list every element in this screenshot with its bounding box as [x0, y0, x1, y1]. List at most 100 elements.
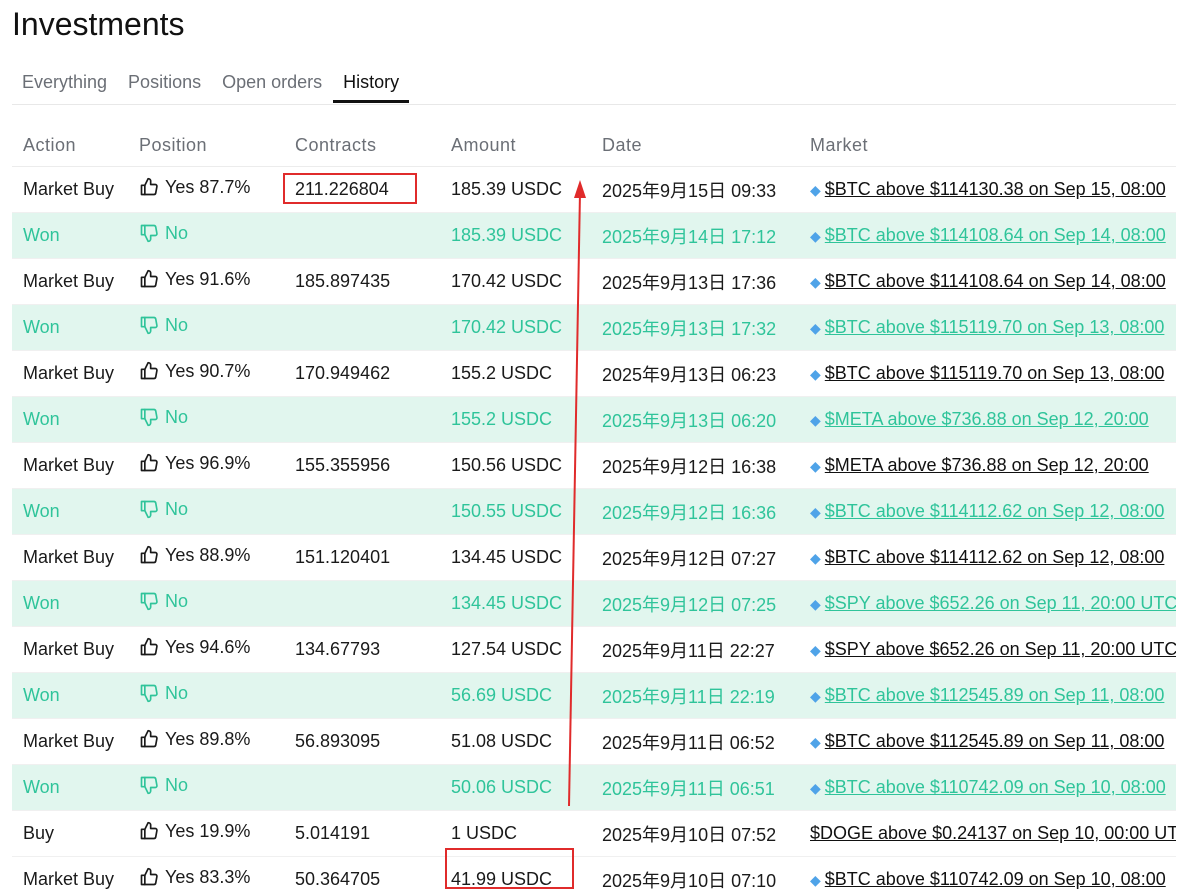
- market-cell: ◆ $BTC above $112545.89 on Sep 11, 08:00: [799, 718, 1176, 765]
- market-link[interactable]: ◆ $BTC above $115119.70 on Sep 13, 08:00: [810, 363, 1164, 383]
- table-row: Market Buy Yes 83.3% 50.364705 41.99 USDC 20…: [12, 856, 1176, 892]
- market-cell: ◆ $BTC above $114108.64 on Sep 14, 08:00: [799, 212, 1176, 259]
- column-header-amount: Amount: [440, 124, 591, 167]
- amount-cell: 50.06 USDC: [440, 764, 591, 811]
- action-cell: Won: [12, 672, 128, 719]
- date-cell: 2025年9月12日 07:27: [591, 534, 799, 581]
- amount-cell: 155.2 USDC: [440, 396, 591, 443]
- market-link[interactable]: ◆ $BTC above $112545.89 on Sep 11, 08:00: [810, 685, 1164, 705]
- position-cell: Yes 90.7%: [128, 350, 284, 397]
- position-cell: No: [128, 304, 284, 351]
- market-label: $BTC above $115119.70 on Sep 13, 08:00: [824, 317, 1165, 337]
- market-link[interactable]: ◆ $BTC above $110742.09 on Sep 10, 08:00: [810, 777, 1166, 797]
- market-link[interactable]: ◆ $META above $736.88 on Sep 12, 20:00: [810, 409, 1149, 429]
- table-row: Won No 56.69 USDC 2025年9月11日 22:19 ◆ $BTC abo…: [12, 672, 1176, 719]
- market-link[interactable]: ◆ $BTC above $112545.89 on Sep 11, 08:00: [810, 731, 1164, 751]
- tab-everything[interactable]: Everything: [22, 72, 108, 92]
- position-label: Yes 89.8%: [165, 728, 251, 749]
- market-cell: ◆ $BTC above $114108.64 on Sep 14, 08:00: [799, 258, 1176, 305]
- position-label: No: [165, 222, 189, 243]
- diamond-icon: ◆: [810, 734, 821, 750]
- date-cell: 2025年9月15日 09:33: [591, 166, 799, 213]
- position-label: Yes 19.9%: [165, 820, 251, 841]
- action-cell: Won: [12, 212, 128, 259]
- action-cell: Won: [12, 764, 128, 811]
- thumbs-up-icon: [139, 729, 159, 749]
- column-header-action: Action: [12, 124, 128, 167]
- tab-history[interactable]: History: [333, 66, 410, 103]
- thumbs-up-icon: [139, 269, 159, 289]
- thumbs-up-icon: [139, 821, 159, 841]
- market-link[interactable]: ◆ $BTC above $110742.09 on Sep 10, 08:00: [810, 869, 1166, 889]
- market-cell: $DOGE above $0.24137 on Sep 10, 00:00 UT…: [799, 810, 1176, 857]
- diamond-icon: ◆: [810, 504, 821, 520]
- position-label: No: [165, 682, 189, 703]
- market-label: $BTC above $112545.89 on Sep 11, 08:00: [824, 731, 1165, 751]
- position-cell: Yes 83.3%: [128, 856, 284, 892]
- diamond-icon: ◆: [810, 642, 821, 658]
- market-link[interactable]: ◆ $META above $736.88 on Sep 12, 20:00: [810, 455, 1149, 475]
- position-cell: No: [128, 672, 284, 719]
- amount-cell: 170.42 USDC: [440, 304, 591, 351]
- tab-positions[interactable]: Positions: [128, 72, 202, 92]
- table-header-row: Action Position Contracts Amount Date Ma…: [12, 124, 1176, 167]
- contracts-cell: 50.364705: [284, 856, 440, 892]
- tab-open-orders[interactable]: Open orders: [222, 72, 323, 92]
- position-cell: Yes 88.9%: [128, 534, 284, 581]
- table-row: Market Buy Yes 96.9% 155.355956 150.56 USDC…: [12, 442, 1176, 489]
- market-link[interactable]: ◆ $BTC above $114130.38 on Sep 15, 08:00: [810, 179, 1166, 199]
- market-link[interactable]: ◆ $BTC above $114112.62 on Sep 12, 08:00: [810, 501, 1164, 521]
- thumbs-down-icon: [139, 499, 159, 519]
- tab-bar: Everything Positions Open orders History: [12, 66, 1176, 105]
- market-label: $SPY above $652.26 on Sep 11, 20:00 UTC: [824, 639, 1176, 659]
- position-label: No: [165, 590, 189, 611]
- amount-cell: 185.39 USDC: [440, 212, 591, 259]
- table-row: Market Buy Yes 89.8% 56.893095 51.08 USDC 20…: [12, 718, 1176, 765]
- amount-cell: 150.55 USDC: [440, 488, 591, 535]
- date-cell: 2025年9月13日 17:36: [591, 258, 799, 305]
- position-label: Yes 91.6%: [165, 268, 251, 289]
- action-cell: Won: [12, 580, 128, 627]
- position-cell: No: [128, 580, 284, 627]
- date-cell: 2025年9月11日 22:19: [591, 672, 799, 719]
- market-link[interactable]: ◆ $BTC above $114108.64 on Sep 14, 08:00: [810, 271, 1166, 291]
- market-cell: ◆ $BTC above $110742.09 on Sep 10, 08:00: [799, 764, 1176, 811]
- history-table-container: Action Position Contracts Amount Date Ma…: [12, 124, 1176, 892]
- market-link[interactable]: $DOGE above $0.24137 on Sep 10, 00:00 UT…: [810, 823, 1176, 843]
- action-cell: Market Buy: [12, 534, 128, 581]
- thumbs-down-icon: [139, 315, 159, 335]
- market-cell: ◆ $BTC above $115119.70 on Sep 13, 08:00: [799, 350, 1176, 397]
- market-cell: ◆ $BTC above $114112.62 on Sep 12, 08:00: [799, 488, 1176, 535]
- market-link[interactable]: ◆ $BTC above $114108.64 on Sep 14, 08:00: [810, 225, 1166, 245]
- market-cell: ◆ $BTC above $112545.89 on Sep 11, 08:00: [799, 672, 1176, 719]
- action-cell: Won: [12, 488, 128, 535]
- contracts-cell: [284, 672, 440, 719]
- amount-cell: 1 USDC: [440, 810, 591, 857]
- position-cell: No: [128, 212, 284, 259]
- action-cell: Market Buy: [12, 350, 128, 397]
- thumbs-up-icon: [139, 867, 159, 887]
- market-label: $BTC above $112545.89 on Sep 11, 08:00: [824, 685, 1165, 705]
- thumbs-up-icon: [139, 177, 159, 197]
- action-cell: Market Buy: [12, 718, 128, 765]
- table-row: Market Buy Yes 87.7% 211.226804 185.39 USDC…: [12, 166, 1176, 213]
- date-cell: 2025年9月10日 07:10: [591, 856, 799, 892]
- contracts-cell: [284, 212, 440, 259]
- contracts-cell: [284, 488, 440, 535]
- market-link[interactable]: ◆ $SPY above $652.26 on Sep 11, 20:00 UTC: [810, 639, 1176, 659]
- thumbs-up-icon: [139, 361, 159, 381]
- diamond-icon: ◆: [810, 320, 821, 336]
- table-row: Won No 155.2 USDC 2025年9月13日 06:20 ◆ $META ab…: [12, 396, 1176, 443]
- market-link[interactable]: ◆ $BTC above $115119.70 on Sep 13, 08:00: [810, 317, 1164, 337]
- market-link[interactable]: ◆ $SPY above $652.26 on Sep 11, 20:00 UTC: [810, 593, 1176, 613]
- diamond-icon: ◆: [810, 412, 821, 428]
- market-cell: ◆ $BTC above $114130.38 on Sep 15, 08:00: [799, 166, 1176, 213]
- market-label: $BTC above $114108.64 on Sep 14, 08:00: [824, 271, 1166, 291]
- position-label: No: [165, 314, 189, 335]
- market-link[interactable]: ◆ $BTC above $114112.62 on Sep 12, 08:00: [810, 547, 1164, 567]
- action-cell: Market Buy: [12, 626, 128, 673]
- action-cell: Market Buy: [12, 258, 128, 305]
- contracts-cell: 185.897435: [284, 258, 440, 305]
- amount-cell: 170.42 USDC: [440, 258, 591, 305]
- diamond-icon: ◆: [810, 366, 821, 382]
